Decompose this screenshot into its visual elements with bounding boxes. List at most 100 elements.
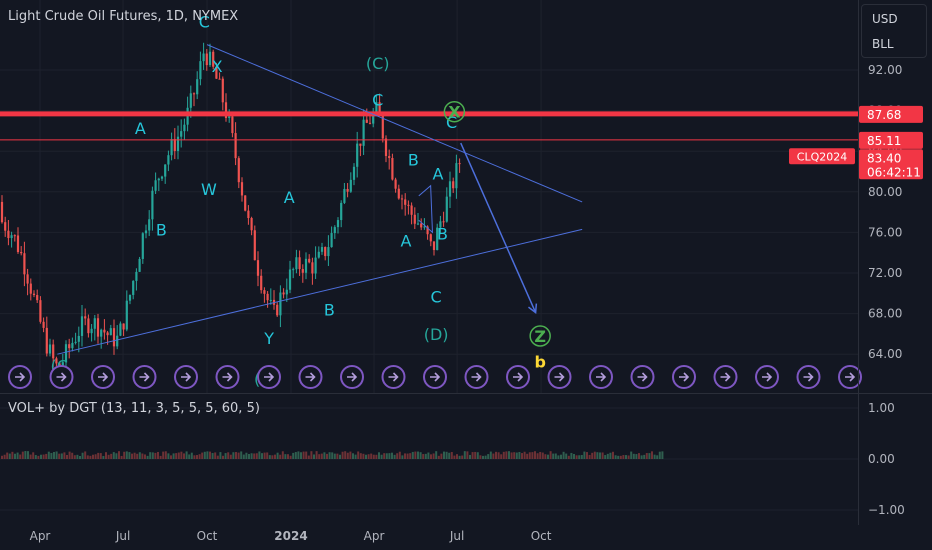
volume-bar [658, 451, 661, 459]
volume-bar [630, 451, 633, 459]
candle-body [183, 124, 186, 132]
volume-bar [479, 455, 482, 459]
volume-bar [211, 453, 214, 459]
volume-bar [328, 452, 331, 459]
volume-bar [391, 452, 393, 459]
candle-body [208, 51, 212, 66]
volume-bar [562, 451, 565, 459]
event-marker-icon [589, 365, 613, 389]
volume-bar [79, 455, 81, 459]
volume-bar [456, 454, 458, 459]
currency-label[interactable]: USD [872, 12, 898, 26]
candle-body [199, 61, 202, 80]
volume-bar [606, 453, 609, 459]
candle-body [58, 363, 61, 367]
volume-bar [388, 453, 391, 459]
volume-bar [214, 452, 217, 459]
event-marker-icon [298, 365, 323, 389]
volume-bar [450, 452, 453, 459]
volume-bar [367, 454, 370, 459]
candle-body [221, 78, 224, 103]
volume-bar [346, 452, 349, 459]
volume-bar [266, 452, 269, 459]
volume-bar [144, 454, 146, 459]
event-marker-icon [838, 365, 862, 389]
wave-label: W [201, 180, 217, 199]
wave-label: X [212, 57, 223, 76]
wave-label: B [437, 225, 448, 244]
candle-body [445, 196, 448, 222]
candle-body [202, 53, 205, 62]
volume-bar [375, 454, 378, 459]
volume-bar [237, 452, 240, 459]
volume-bar [313, 454, 315, 459]
volume-bar [271, 455, 274, 459]
candle-body [176, 136, 180, 151]
candle-body [173, 139, 176, 151]
candle-body [23, 253, 26, 275]
volume-bar [414, 451, 417, 459]
candles [0, 42, 461, 375]
volume-bar [619, 455, 622, 459]
candle-body [416, 223, 420, 225]
event-marker-arrow [222, 372, 233, 382]
volume-bar [645, 453, 648, 459]
candle-body [352, 166, 356, 180]
event-marker-icon [713, 365, 738, 389]
volume-bar [250, 453, 253, 459]
volume-bar [196, 455, 198, 459]
candle-body [247, 210, 250, 219]
volume-bar [84, 451, 87, 459]
volume-pane: 1.00 0.00 −1.00 [0, 401, 905, 517]
wave-marker-circle [529, 325, 551, 347]
unit-label[interactable]: BLL [872, 37, 894, 51]
event-marker-arrow [720, 372, 731, 382]
candle-body [192, 93, 196, 95]
event-marker-icon [630, 365, 655, 389]
volume-bar [281, 451, 284, 459]
volume-bar [385, 453, 388, 459]
candle-body [154, 180, 157, 191]
volume-bar [638, 453, 640, 459]
volume-bar [123, 451, 126, 459]
volume-bar [102, 455, 105, 459]
volume-bar [354, 454, 357, 459]
event-markers[interactable] [8, 365, 862, 389]
volume-bar [188, 454, 191, 459]
volume-bar [86, 455, 89, 459]
y-tick-label: 68.00 [868, 307, 902, 321]
triangle-drawing [418, 184, 434, 234]
event-marker-icon [257, 365, 281, 389]
event-marker-icon [215, 365, 240, 389]
volume-bar [523, 451, 526, 459]
volume-bar [583, 451, 586, 459]
volume-bar [648, 453, 651, 459]
volume-bar [19, 454, 22, 459]
candle-body [144, 230, 148, 234]
volume-bar [378, 452, 380, 459]
volume-bar [151, 452, 154, 459]
volume-bar [651, 451, 653, 459]
volume-bar [219, 452, 222, 459]
volume-bar [526, 453, 529, 459]
volume-bar [323, 452, 326, 459]
candle-body [452, 181, 455, 189]
volume-bar [565, 453, 568, 459]
candle-body [359, 143, 362, 146]
event-marker-arrow [347, 372, 358, 382]
volume-bar [541, 452, 544, 459]
volume-bar [297, 451, 300, 459]
volume-bar [294, 452, 297, 459]
candle-body [346, 188, 349, 192]
currency-unit-selector[interactable]: USD BLL [861, 4, 927, 58]
candle-body [32, 293, 36, 296]
volume-bar [591, 452, 594, 459]
candle-body [224, 102, 228, 119]
candle-body [436, 227, 439, 251]
wave-label: C [431, 287, 442, 306]
volume-bar [627, 455, 630, 459]
volume-bar [661, 451, 664, 459]
price-level-label: 87.68 [867, 108, 901, 122]
volume-bar [601, 452, 604, 459]
